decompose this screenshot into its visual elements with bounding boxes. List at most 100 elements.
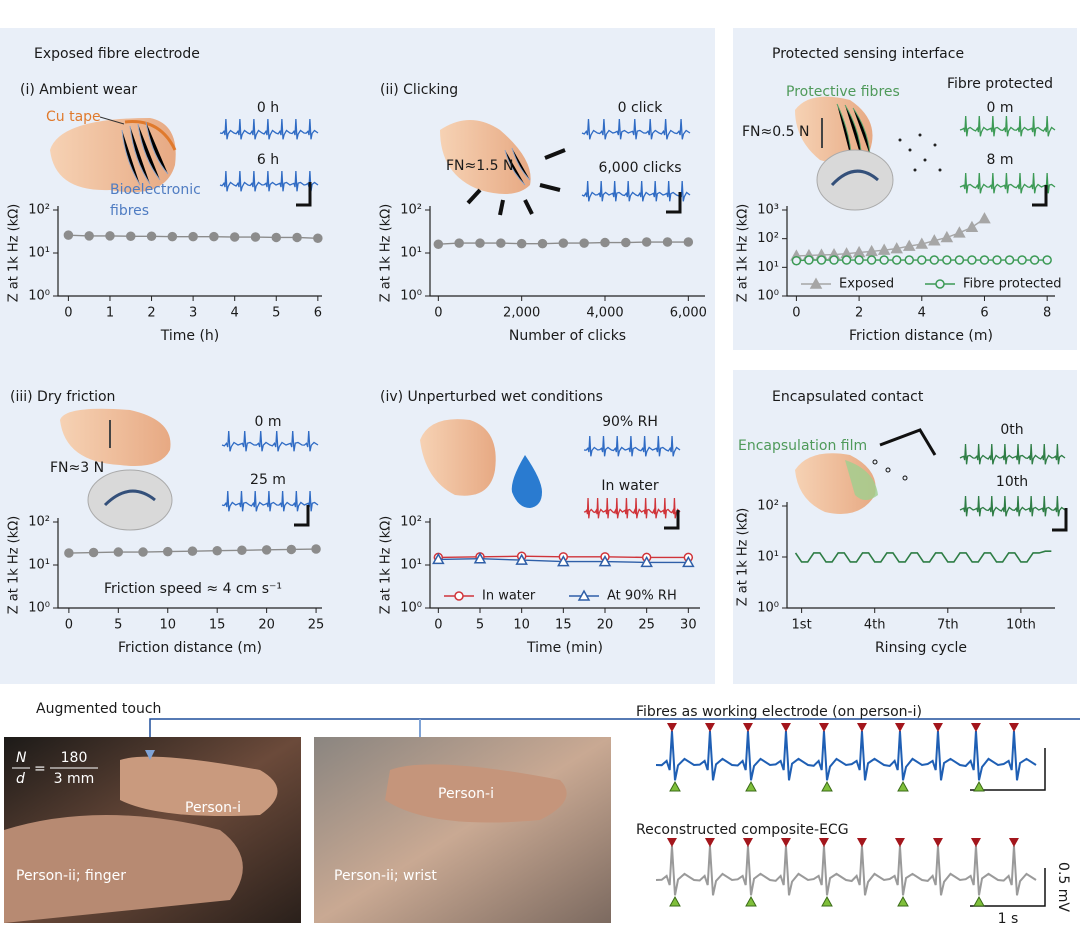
ecg-trace xyxy=(959,443,1066,465)
x-tick-label: 5 xyxy=(114,618,122,633)
y-tick-label: 10¹ xyxy=(400,246,422,261)
ecg-title: Fibres as working electrode (on person-i… xyxy=(636,704,922,720)
ecg-trace xyxy=(583,497,681,519)
marker xyxy=(286,544,297,555)
peak-marker xyxy=(970,838,981,847)
marker xyxy=(292,232,302,243)
y-tick-label: 10² xyxy=(400,515,422,530)
x-tick-label: 4 xyxy=(918,306,926,321)
x-tick-label: 6 xyxy=(314,306,322,321)
eq: = xyxy=(34,761,46,777)
marker xyxy=(88,547,99,558)
peak-marker xyxy=(932,723,943,732)
x-tick-label: 2 xyxy=(147,306,155,321)
marker xyxy=(271,232,282,243)
marker xyxy=(877,243,891,255)
x-tick-label: 4 xyxy=(231,306,239,321)
trough-marker xyxy=(669,895,681,907)
section-title: Exposed fibre electrode xyxy=(34,46,200,62)
scale-bar xyxy=(664,510,680,530)
y-tick-label: 10³ xyxy=(757,203,779,218)
y-tick-label: 10⁰ xyxy=(757,289,779,304)
ecg-trace xyxy=(655,845,1037,896)
trough-marker xyxy=(973,895,985,907)
scale-bar xyxy=(296,182,312,207)
x-tick-label: 0 xyxy=(434,618,442,633)
annotation: 0 m xyxy=(255,414,282,430)
ecg-trace xyxy=(959,115,1056,137)
y-tick-label: 10² xyxy=(28,515,50,530)
marker xyxy=(64,548,74,558)
y-tick-label: 10² xyxy=(757,499,779,514)
legend-marker xyxy=(809,277,823,289)
photo-label: Person-i xyxy=(438,786,494,802)
marker xyxy=(598,555,612,567)
x-tick-label: 10 xyxy=(159,618,176,633)
x-tick-label: 3 xyxy=(189,306,197,321)
scale-bar xyxy=(1032,185,1048,207)
x-tick-label: 4th xyxy=(864,618,886,633)
x-axis-label: Friction distance (m) xyxy=(849,328,993,344)
y-tick-label: 10² xyxy=(400,203,422,218)
marker xyxy=(942,255,952,265)
scale-bar xyxy=(970,868,1046,907)
y-tick-label: 10¹ xyxy=(28,558,50,573)
finger-illustration xyxy=(420,419,542,508)
peak-marker xyxy=(1008,838,1019,847)
y-tick-label: 10¹ xyxy=(28,246,50,261)
peak-marker xyxy=(780,723,791,732)
series-line xyxy=(796,218,985,257)
x-axis-label: Time (h) xyxy=(160,328,220,344)
annotation: Friction speed ≈ 4 cm s⁻¹ xyxy=(104,581,282,597)
finger-illustration xyxy=(60,408,173,531)
marker xyxy=(841,255,852,265)
chart-title: (iv) Unperturbed wet conditions xyxy=(380,389,603,405)
trough-marker xyxy=(897,895,909,907)
x-tick-label: 25 xyxy=(638,618,655,633)
ecg-trace xyxy=(221,490,319,512)
marker xyxy=(250,232,261,242)
series-line xyxy=(794,550,1052,563)
marker xyxy=(475,238,485,248)
marker xyxy=(915,237,929,249)
annotation: FN≈0.5 N xyxy=(742,124,809,140)
marker xyxy=(967,255,977,265)
y-tick-label: 10⁰ xyxy=(757,601,779,616)
x-tick-label: 6,000 xyxy=(670,306,707,321)
annotation: FN≈3 N xyxy=(50,460,104,476)
photo xyxy=(314,737,611,923)
marker xyxy=(641,237,652,247)
peak-marker xyxy=(704,838,715,847)
legend-label: Fibre protected xyxy=(963,277,1061,292)
trough-marker xyxy=(821,895,833,907)
marker xyxy=(978,212,991,224)
marker xyxy=(992,255,1002,265)
marker xyxy=(621,237,631,248)
trough-marker xyxy=(821,780,833,792)
x-tick-label: 15 xyxy=(209,618,226,633)
trough-marker xyxy=(973,780,985,792)
annotation: Cu tape xyxy=(46,109,101,125)
y-axis-label: Z at 1k Hz (kΩ) xyxy=(379,516,394,615)
scale-bar xyxy=(970,748,1046,791)
trough-marker xyxy=(745,780,757,792)
x-tick-label: 2,000 xyxy=(503,306,540,321)
marker xyxy=(454,238,464,248)
scale-x: 1 s xyxy=(998,911,1019,927)
marker xyxy=(640,555,653,568)
marker xyxy=(313,233,323,244)
marker xyxy=(516,238,527,249)
finger-illustration xyxy=(50,116,177,193)
ecg-title: Reconstructed composite-ECG xyxy=(636,822,849,838)
marker xyxy=(138,547,148,557)
photo-label: Person-ii; finger xyxy=(16,868,126,884)
marker xyxy=(113,547,124,557)
annotation: 0 h xyxy=(257,100,279,116)
y-tick-label: 10¹ xyxy=(400,558,422,573)
annotation: In water xyxy=(601,478,659,494)
trough-marker xyxy=(745,895,757,907)
peak-marker xyxy=(894,838,905,847)
marker xyxy=(105,231,115,241)
ecg-trace xyxy=(959,495,1066,517)
annotation: 25 m xyxy=(250,472,286,488)
